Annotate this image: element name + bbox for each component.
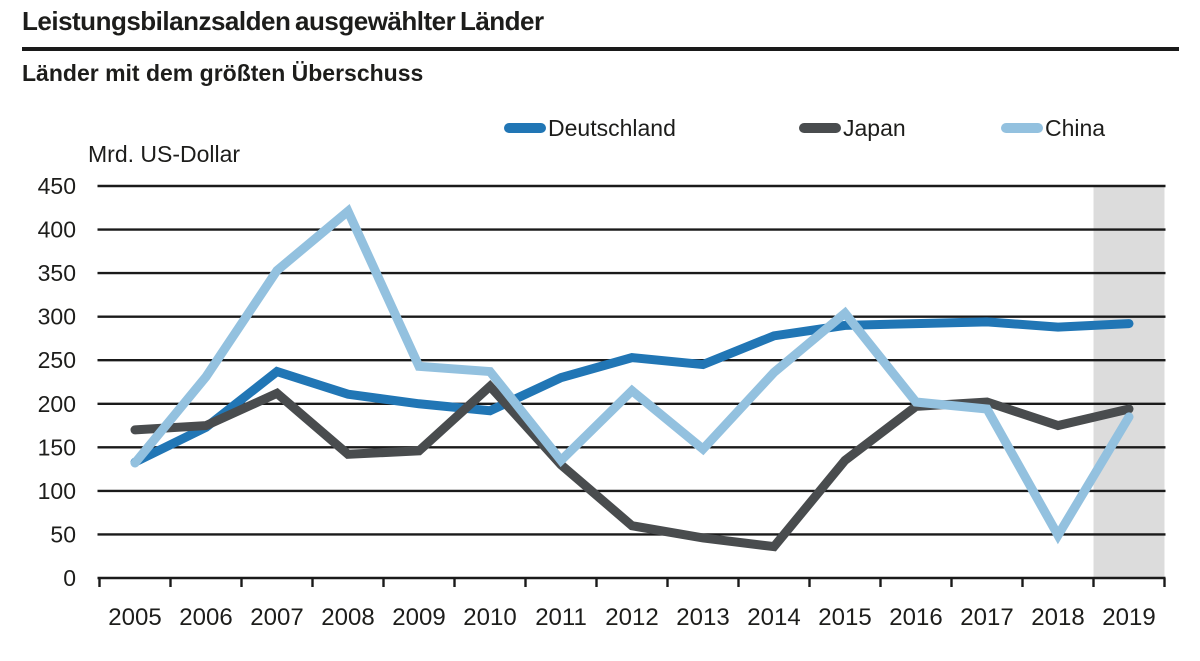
y-tick-label: 100: [38, 478, 76, 504]
x-tick-label: 2013: [676, 604, 729, 631]
title-divider: [22, 47, 1179, 51]
series-line-china: [130, 204, 1134, 545]
x-tick-label: 2005: [108, 604, 161, 631]
chart-legend: Deutschland Japan China: [0, 114, 1200, 142]
x-tick-label: 2007: [250, 604, 303, 631]
x-tick-label: 2008: [321, 604, 374, 631]
y-axis-unit-label: Mrd. US-Dollar: [88, 141, 241, 167]
y-tick-label: 250: [38, 347, 76, 373]
forecast-band: [1093, 186, 1165, 578]
y-tick-label: 350: [38, 260, 76, 286]
x-tick-label: 2011: [535, 604, 587, 631]
x-tick-label: 2009: [392, 604, 445, 631]
deutschland-line-swatch-icon: [504, 123, 546, 133]
legend-item-deutschland: Deutschland: [504, 114, 676, 142]
chart-subtitle: Länder mit dem größten Überschuss: [22, 60, 424, 86]
x-tick-label: 2018: [1031, 604, 1084, 631]
y-tick-label: 450: [38, 173, 76, 199]
x-tick-label: 2017: [960, 604, 1013, 631]
y-tick-label: 150: [38, 434, 76, 460]
x-tick-label: 2010: [463, 604, 516, 631]
y-tick-label: 200: [38, 391, 76, 417]
x-tick-label: 2015: [818, 604, 871, 631]
legend-label: Japan: [843, 114, 906, 141]
page-title: Leistungsbilanzsalden ausgewählter Lände…: [22, 6, 544, 36]
y-tick-label: 300: [38, 304, 76, 330]
y-tick-label: 0: [63, 565, 76, 591]
y-tick-label: 400: [38, 217, 76, 243]
legend-item-japan: Japan: [799, 114, 906, 142]
x-tick-label: 2012: [605, 604, 658, 631]
series-line-deutschland: [130, 317, 1134, 467]
x-tick-label: 2019: [1102, 604, 1155, 631]
x-tick-label: 2016: [889, 604, 942, 631]
legend-item-china: China: [1001, 114, 1105, 142]
legend-label: China: [1045, 114, 1106, 141]
japan-line-swatch-icon: [799, 123, 841, 133]
china-line-swatch-icon: [1001, 123, 1043, 133]
y-tick-label: 50: [50, 521, 76, 547]
legend-label: Deutschland: [548, 114, 676, 141]
x-tick-label: 2006: [179, 604, 232, 631]
x-tick-label: 2014: [747, 604, 800, 631]
